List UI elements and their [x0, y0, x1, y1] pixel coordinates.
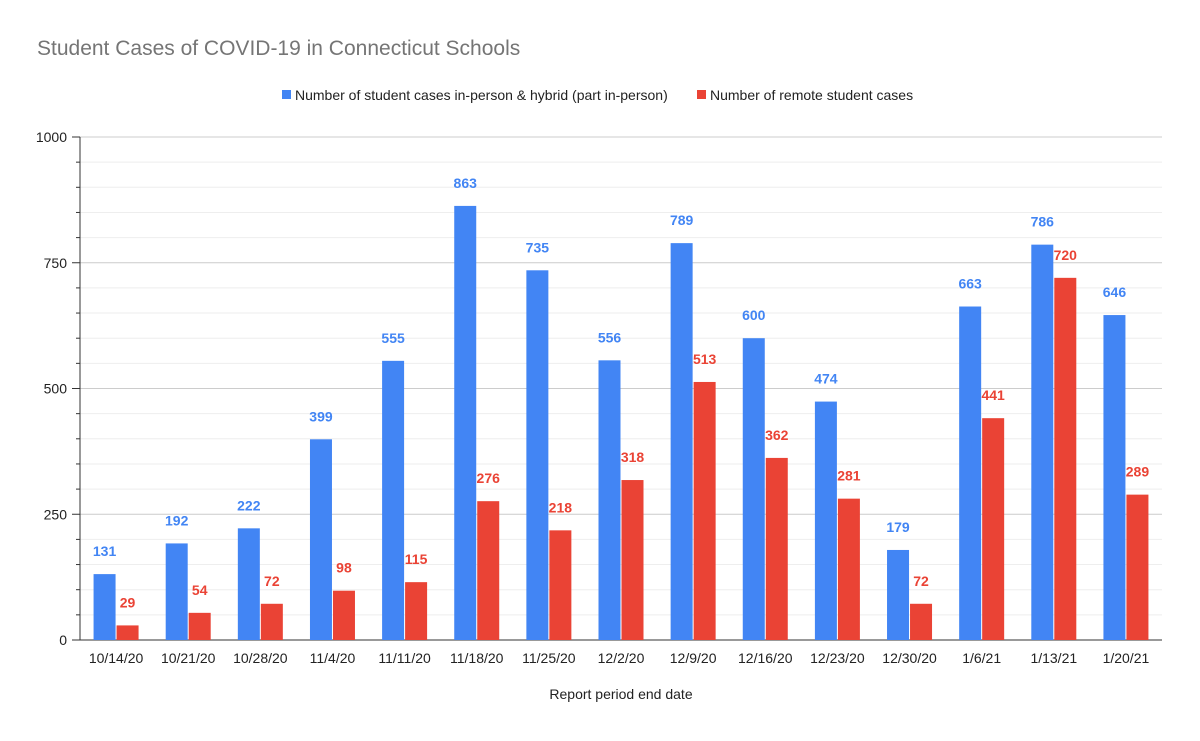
- bar-series-2: [910, 603, 933, 640]
- bar-series-1: [309, 439, 332, 640]
- data-label-series-1: 179: [886, 519, 910, 535]
- bar-series-2: [188, 612, 211, 640]
- x-tick-label: 12/30/20: [882, 650, 937, 666]
- x-tick-label: 1/20/21: [1103, 650, 1150, 666]
- bar-series-2: [693, 381, 716, 640]
- bar-series-1: [814, 401, 837, 640]
- data-label-series-1: 131: [93, 543, 117, 559]
- y-axis-ticks: 0 250 500 750 1000: [36, 129, 80, 648]
- data-label-series-2: 720: [1054, 247, 1078, 263]
- data-label-series-2: 98: [336, 560, 352, 576]
- bar-series-1: [1103, 315, 1126, 640]
- data-label-series-1: 222: [237, 497, 261, 513]
- legend-swatch-1: [282, 90, 291, 99]
- gridlines: [79, 136, 1162, 641]
- data-label-series-1: 789: [670, 212, 694, 228]
- legend-swatch-2: [697, 90, 706, 99]
- bar-series-2: [982, 418, 1005, 640]
- data-label-series-1: 192: [165, 512, 189, 528]
- legend-label-1: Number of student cases in-person & hybr…: [295, 87, 668, 103]
- x-tick-label: 11/18/20: [450, 650, 504, 666]
- data-label-series-2: 281: [837, 468, 861, 484]
- x-tick-label: 11/4/20: [310, 650, 356, 666]
- data-label-series-2: 54: [192, 582, 208, 598]
- bar-series-1: [454, 205, 477, 640]
- x-tick-label: 1/13/21: [1030, 650, 1077, 666]
- bar-series-2: [765, 457, 788, 640]
- data-label-series-2: 72: [913, 573, 929, 589]
- bar-series-1: [1031, 244, 1054, 640]
- bar-series-1: [887, 549, 910, 640]
- x-tick-label: 12/2/20: [598, 650, 645, 666]
- x-axis-ticks: 10/14/20 10/21/20 10/28/20 11/4/20 11/11/20 1…: [89, 650, 1150, 666]
- bar-series-2: [549, 530, 572, 640]
- data-label-series-1: 646: [1103, 284, 1127, 300]
- x-tick-label: 10/21/20: [161, 650, 216, 666]
- x-tick-label: 12/16/20: [738, 650, 793, 666]
- bar-series-2: [621, 480, 644, 640]
- data-label-series-2: 276: [477, 470, 501, 486]
- bar-series-2: [477, 501, 500, 640]
- bar-series-1: [598, 360, 621, 640]
- data-label-series-1: 735: [526, 239, 550, 255]
- data-label-series-2: 115: [405, 551, 428, 567]
- bar-series-2: [1126, 494, 1149, 640]
- data-label-series-1: 600: [742, 307, 766, 323]
- legend: Number of student cases in-person & hybr…: [282, 87, 913, 103]
- data-label-series-1: 556: [598, 329, 622, 345]
- data-label-series-2: 29: [120, 594, 136, 610]
- data-label-series-1: 786: [1031, 214, 1055, 230]
- x-tick-label: 11/25/20: [522, 650, 576, 666]
- data-label-series-2: 72: [264, 573, 280, 589]
- bar-series-1: [959, 306, 982, 640]
- y-tick-label: 0: [59, 632, 67, 648]
- data-label-series-1: 663: [958, 276, 982, 292]
- bars: [93, 205, 1149, 640]
- data-label-series-1: 399: [309, 408, 333, 424]
- data-label-series-1: 863: [454, 175, 478, 191]
- x-tick-label: 11/11/20: [378, 650, 431, 666]
- bar-series-1: [382, 360, 405, 640]
- bar-series-1: [742, 338, 765, 640]
- bar-series-1: [237, 528, 260, 640]
- x-tick-label: 12/9/20: [670, 650, 717, 666]
- x-tick-label: 1/6/21: [962, 650, 1001, 666]
- chart-title: Student Cases of COVID-19 in Connecticut…: [37, 37, 520, 60]
- bar-series-1: [670, 243, 693, 640]
- data-label-series-2: 318: [621, 449, 645, 465]
- bar-series-1: [526, 270, 549, 640]
- data-label-series-1: 555: [381, 330, 405, 346]
- data-labels: 131 29 192 54 222 72 399 98 555 115 863 276 735 218 55…: [93, 175, 1149, 611]
- y-tick-label: 250: [44, 506, 68, 522]
- bar-series-2: [116, 625, 139, 640]
- y-tick-label: 500: [44, 381, 68, 397]
- y-tick-label: 750: [44, 255, 68, 271]
- bar-series-1: [93, 574, 116, 640]
- bar-series-2: [332, 590, 355, 640]
- bar-series-2: [260, 603, 283, 640]
- bar-series-2: [837, 498, 860, 640]
- x-tick-label: 12/23/20: [810, 650, 865, 666]
- data-label-series-2: 513: [693, 351, 717, 367]
- y-tick-label: 1000: [36, 129, 67, 145]
- data-label-series-2: 289: [1126, 464, 1150, 480]
- bar-series-1: [165, 543, 188, 640]
- bar-series-2: [1054, 277, 1077, 640]
- data-label-series-2: 441: [981, 387, 1005, 403]
- x-tick-label: 10/14/20: [89, 650, 144, 666]
- legend-label-2: Number of remote student cases: [710, 87, 913, 103]
- x-tick-label: 10/28/20: [233, 650, 288, 666]
- data-label-series-2: 218: [549, 499, 573, 515]
- bar-series-2: [405, 582, 428, 640]
- data-label-series-2: 362: [765, 427, 789, 443]
- x-axis-title: Report period end date: [549, 686, 692, 702]
- data-label-series-1: 474: [814, 371, 838, 387]
